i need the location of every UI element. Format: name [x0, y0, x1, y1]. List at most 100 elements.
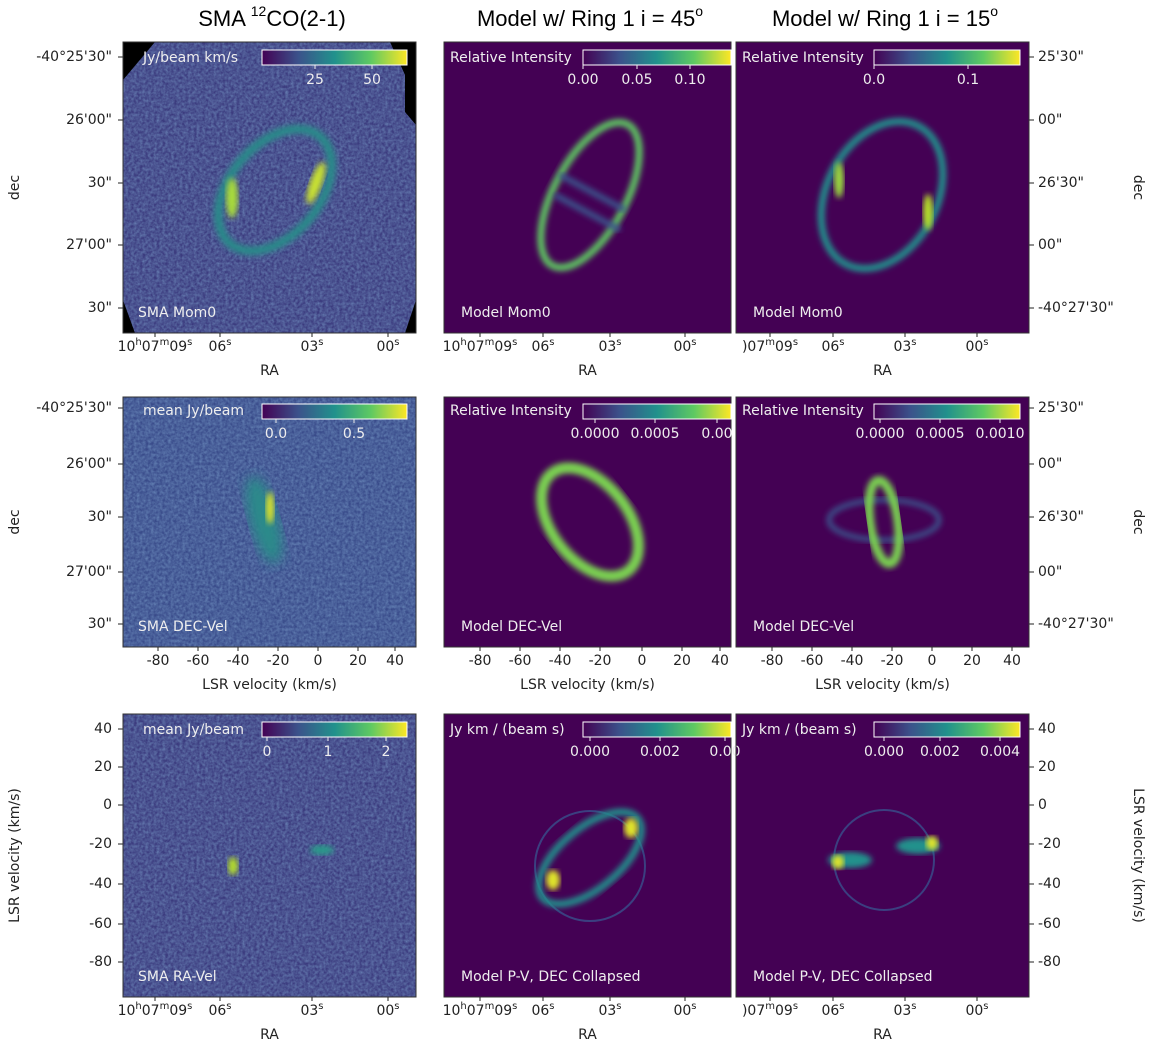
colorbar-label: mean Jy/beam: [143, 403, 244, 419]
y-tick-label: 20: [1038, 759, 1056, 775]
y-tick-label: 27'00": [66, 237, 112, 253]
x-tick-label: 20: [349, 653, 367, 669]
x-tick-label: -20: [881, 653, 904, 669]
colorbar-label: Relative Intensity: [450, 403, 572, 419]
x-axis-label: RA: [873, 363, 892, 379]
title-part: 12: [251, 3, 267, 19]
figure: SMA 12CO(2-1) Model w/ Ring 1 i = 45o Mode…: [0, 0, 1153, 1049]
column-title: SMA 12CO(2-1): [198, 3, 346, 31]
colorbar-tick-label: 0.0000: [571, 426, 620, 442]
y-tick-label: 26'30": [1038, 175, 1084, 191]
colorbar-tick-label: 0.000: [570, 744, 610, 760]
colorbar-tick-label: 0.00: [567, 72, 598, 88]
x-tick-label: )07m09s: [742, 1001, 798, 1020]
y-tick-label: 30": [88, 175, 112, 191]
blob: [226, 178, 238, 218]
x-tick-label: 0: [314, 653, 323, 669]
x-tick-label: 00s: [376, 337, 399, 356]
colorbar-tick-label: 0.0010: [976, 426, 1025, 442]
colorbar-tick-label: 0.002: [920, 744, 960, 760]
colorbar: [583, 404, 731, 419]
blob: [923, 194, 933, 230]
y-tick-label: -60: [89, 916, 112, 932]
y-axis-label: dec: [1130, 509, 1146, 534]
y-tick-label: -80: [1038, 954, 1061, 970]
colorbar: [874, 50, 1020, 65]
colorbar-tick-label: 0.1: [957, 72, 979, 88]
blob: [310, 845, 334, 855]
x-tick-label: 06s: [821, 337, 844, 356]
x-tick-label: -80: [147, 653, 170, 669]
column-title: Model w/ Ring 1 i = 15o: [772, 3, 998, 31]
y-tick-label: 40: [1038, 721, 1056, 737]
colorbar-label: mean Jy/beam: [143, 722, 244, 738]
panel-caption: Model Mom0: [461, 305, 551, 321]
y-tick-label: 0: [1038, 797, 1047, 813]
x-tick-label: 20: [673, 653, 691, 669]
colorbar-tick-label: 0.0: [863, 72, 885, 88]
panel-caption: Model DEC-Vel: [461, 619, 562, 635]
x-axis-label: RA: [578, 363, 597, 379]
y-tick-label: -40°27'30": [1038, 300, 1114, 316]
y-tick-label: -80: [89, 954, 112, 970]
y-tick-label: 0: [103, 797, 112, 813]
x-tick-label: 10h07m09s: [118, 1001, 193, 1020]
title-part: SMA: [198, 6, 251, 31]
x-tick-label: 00s: [965, 1001, 988, 1020]
y-tick-label: -20: [1038, 836, 1061, 852]
colorbar-tick-label: 0.004: [980, 744, 1020, 760]
colorbar-tick-label: 0.0000: [856, 426, 905, 442]
x-axis-label: RA: [260, 1027, 279, 1043]
x-tick-label: 40: [1003, 653, 1021, 669]
x-tick-label: 06s: [208, 337, 231, 356]
x-axis-label: LSR velocity (km/s): [815, 677, 950, 693]
x-tick-label: 10h07m09s: [118, 337, 193, 356]
blob: [624, 818, 638, 838]
colorbar: [583, 50, 731, 65]
y-tick-label: 20: [94, 759, 112, 775]
x-tick-label: 0: [928, 653, 937, 669]
y-tick-label: 30": [88, 616, 112, 632]
y-tick-label: 00": [1038, 456, 1062, 472]
colorbar: [262, 50, 407, 65]
x-tick-label: -80: [761, 653, 784, 669]
x-axis-label: RA: [873, 1027, 892, 1043]
title-part: o: [990, 3, 998, 19]
y-axis-label: dec: [7, 509, 23, 534]
blob: [832, 855, 844, 869]
colorbar-tick-label: 2: [382, 744, 391, 760]
colorbar-label: Jy km / (beam s): [741, 722, 857, 738]
colorbar-tick-label: 1: [324, 744, 333, 760]
x-tick-label: 10h07m09s: [443, 1001, 518, 1020]
x-tick-label: -60: [509, 653, 532, 669]
x-tick-label: -40: [227, 653, 250, 669]
x-tick-label: 03s: [598, 1001, 621, 1020]
panel-caption: Model Mom0: [753, 305, 843, 321]
y-tick-label: 25'30": [1038, 49, 1084, 65]
x-tick-label: 40: [711, 653, 729, 669]
x-tick-label: 00s: [673, 337, 696, 356]
panel-images: [123, 42, 1029, 997]
colorbar-tick-label: 0.0005: [631, 426, 680, 442]
y-tick-label: 40: [94, 721, 112, 737]
column-title: Model w/ Ring 1 i = 45o: [477, 3, 703, 31]
x-tick-label: 06s: [821, 1001, 844, 1020]
panel-caption: SMA DEC-Vel: [138, 619, 228, 635]
y-axis-label: LSR velocity (km/s): [7, 788, 23, 923]
x-tick-label: 00s: [376, 1001, 399, 1020]
x-axis-label: RA: [578, 1027, 597, 1043]
y-tick-label: 30": [88, 300, 112, 316]
y-tick-label: -40: [89, 876, 112, 892]
x-tick-label: 00s: [965, 337, 988, 356]
y-tick-label: 00": [1038, 564, 1062, 580]
colorbar-tick-label: 0.00: [701, 426, 732, 442]
x-tick-label: -60: [187, 653, 210, 669]
colorbar-tick-label: 0.000: [864, 744, 904, 760]
y-axis-label: LSR velocity (km/s): [1130, 788, 1146, 923]
colorbar-tick-label: 0.05: [621, 72, 652, 88]
x-tick-label: -60: [801, 653, 824, 669]
x-tick-label: 03s: [300, 1001, 323, 1020]
y-tick-label: -40: [1038, 876, 1061, 892]
x-tick-label: -40: [841, 653, 864, 669]
x-axis-label: RA: [260, 363, 279, 379]
